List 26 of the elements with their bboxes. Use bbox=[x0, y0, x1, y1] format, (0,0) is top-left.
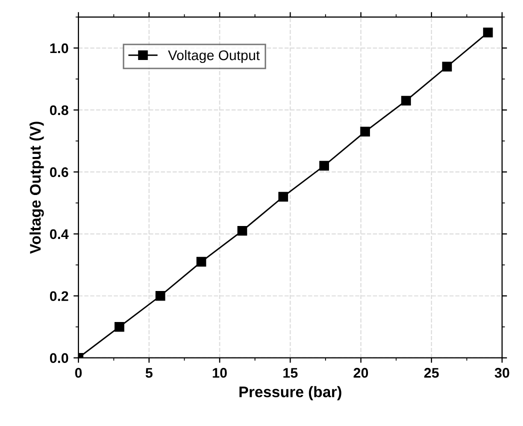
y-axis-title: Voltage Output (V) bbox=[30, 122, 44, 254]
point bbox=[442, 62, 452, 72]
y-tick-label: 0.4 bbox=[50, 229, 69, 240]
x-tick-label: 30 bbox=[494, 368, 510, 378]
point bbox=[360, 126, 370, 137]
point bbox=[237, 226, 248, 236]
y-tick-label: 1.0 bbox=[50, 43, 68, 54]
y-tick-label: 0.0 bbox=[50, 353, 68, 364]
legend-label: Voltage Output bbox=[168, 50, 260, 63]
y-tick-label: 0.2 bbox=[50, 291, 68, 302]
point bbox=[483, 28, 493, 38]
y-tick-label: 0.6 bbox=[50, 167, 68, 178]
point bbox=[401, 96, 411, 106]
x-tick-label: 15 bbox=[283, 368, 298, 378]
x-tick-label: 25 bbox=[424, 368, 439, 378]
x-tick-label: 5 bbox=[146, 368, 153, 378]
point bbox=[155, 291, 166, 301]
point bbox=[196, 256, 206, 267]
point bbox=[319, 160, 330, 171]
x-tick-label: 20 bbox=[354, 368, 368, 378]
x-axis-title: Pressure (bar) bbox=[239, 386, 342, 400]
x-tick-label: 0 bbox=[75, 368, 82, 378]
y-tick-label: 0.8 bbox=[50, 105, 68, 116]
point bbox=[278, 192, 288, 202]
point bbox=[114, 322, 124, 332]
x-tick-label: 10 bbox=[212, 368, 227, 378]
